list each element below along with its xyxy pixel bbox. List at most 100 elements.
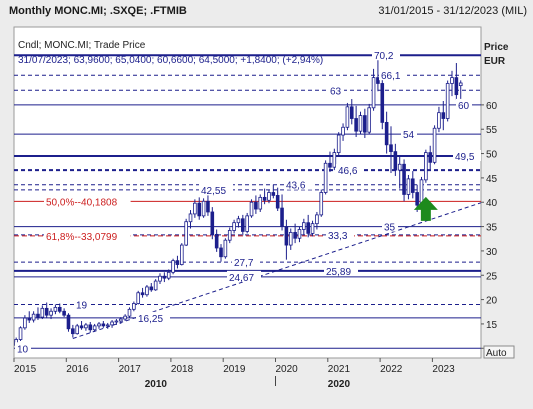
chart-title: Monthly MONC.MI; .SXQE; .FTMIB <box>9 5 187 17</box>
candle-2021-09 <box>363 108 367 138</box>
candle-body <box>302 222 306 230</box>
candle-2019-10 <box>262 188 267 205</box>
candle-2016-07 <box>92 323 97 332</box>
candle-body <box>428 152 433 163</box>
candle-2019-07 <box>249 199 254 218</box>
candle-body <box>245 215 249 232</box>
candle-2017-01 <box>118 317 123 324</box>
candle-body <box>410 178 415 193</box>
candle-body <box>201 200 206 217</box>
candle-2023-03 <box>441 100 446 131</box>
candle-body <box>184 221 188 246</box>
candle-body <box>306 222 310 234</box>
auto-button-label[interactable]: Auto <box>486 348 507 359</box>
candle-body <box>214 233 219 249</box>
candle-2018-07 <box>197 197 202 220</box>
candle-2020-01 <box>275 187 280 211</box>
auto-button[interactable]: Auto <box>483 345 515 359</box>
candle-body <box>415 192 419 206</box>
candle-2016-01 <box>66 313 71 332</box>
y-tick-label-25: 25 <box>486 271 498 282</box>
candle-2019-06 <box>245 212 249 234</box>
level-label-16-25: 16,25 <box>138 314 163 325</box>
candle-2019-01 <box>223 238 228 259</box>
candle-body <box>40 307 45 318</box>
candle-body <box>219 247 223 258</box>
candle-2019-04 <box>236 215 241 228</box>
candle-body <box>254 201 258 210</box>
candle-2022-12 <box>428 145 433 170</box>
level-label-66-1: 66,1 <box>381 71 401 82</box>
candle-body <box>193 202 197 215</box>
candle-2021-07 <box>354 105 358 138</box>
candle-2019-02 <box>227 227 232 244</box>
candle-2015-06 <box>36 307 40 321</box>
candle-body <box>158 275 162 282</box>
candle-body <box>206 200 210 213</box>
candle-2018-11 <box>214 229 219 252</box>
candle-body <box>354 118 358 132</box>
candle-2022-07 <box>406 174 411 200</box>
candle-2021-02 <box>332 148 337 171</box>
candle-body <box>323 162 328 193</box>
candle-2023-01 <box>432 125 437 165</box>
candle-body <box>432 127 437 163</box>
candle-2016-10 <box>105 322 110 329</box>
candle-2022-08 <box>410 171 415 199</box>
candle-2020-07 <box>302 218 306 236</box>
candle-body <box>371 77 376 109</box>
candle-body <box>118 318 123 322</box>
x-year-label-2021: 2021 <box>328 364 351 375</box>
candle-2017-10 <box>158 273 162 285</box>
candle-body <box>153 280 158 291</box>
candle-body <box>397 163 402 171</box>
candle-body <box>149 286 154 291</box>
candle-2020-06 <box>297 226 302 243</box>
candle-2022-01 <box>380 77 385 130</box>
candle-2022-06 <box>402 159 406 202</box>
candle-2022-03 <box>389 126 393 174</box>
candle-body <box>123 315 127 320</box>
y-tick-label-15: 15 <box>486 320 498 331</box>
y-tick-label-20: 20 <box>486 296 498 307</box>
level-label-bg-24-67 <box>227 270 261 282</box>
candle-2021-04 <box>341 123 345 141</box>
candle-2020-08 <box>306 214 310 238</box>
candle-2018-04 <box>184 218 188 247</box>
candle-2017-03 <box>127 307 132 319</box>
candle-2016-06 <box>88 321 93 333</box>
y-tick-label-50: 50 <box>486 150 498 161</box>
candle-2022-04 <box>393 143 398 176</box>
date-range: 31/01/2015 - 31/12/2023 (MIL) <box>378 5 527 17</box>
candle-2019-05 <box>241 214 245 236</box>
candle-body <box>31 313 36 321</box>
candle-body <box>458 82 463 87</box>
x-year-label-2023: 2023 <box>432 364 455 375</box>
y-tick-label-45: 45 <box>486 174 498 185</box>
candle-body <box>393 151 398 171</box>
candle-2016-08 <box>97 321 101 329</box>
candle-body <box>232 222 236 231</box>
level-label-60: 60 <box>458 101 470 112</box>
candle-2023-05 <box>450 70 454 97</box>
candle-body <box>27 317 32 321</box>
candle-body <box>105 324 110 327</box>
candle-body <box>223 239 228 258</box>
fib-label-0: 50,0%--40,1808 <box>46 197 118 208</box>
candle-body <box>367 107 372 133</box>
level-label-10: 10 <box>17 344 29 355</box>
candle-body <box>297 229 302 239</box>
price-axis-label: Price <box>484 42 509 53</box>
level-label-46-6: 46,6 <box>338 166 358 177</box>
candle-2017-09 <box>153 279 158 291</box>
candle-body <box>271 192 276 196</box>
candle-2015-05 <box>31 311 36 323</box>
candle-body <box>441 112 446 119</box>
candle-body <box>424 152 428 181</box>
candle-body <box>36 313 40 318</box>
candle-2017-06 <box>140 287 145 298</box>
level-label-bg-54 <box>401 128 417 140</box>
up-arrow-icon <box>413 196 438 221</box>
level-label-27-7: 27,7 <box>234 258 254 269</box>
